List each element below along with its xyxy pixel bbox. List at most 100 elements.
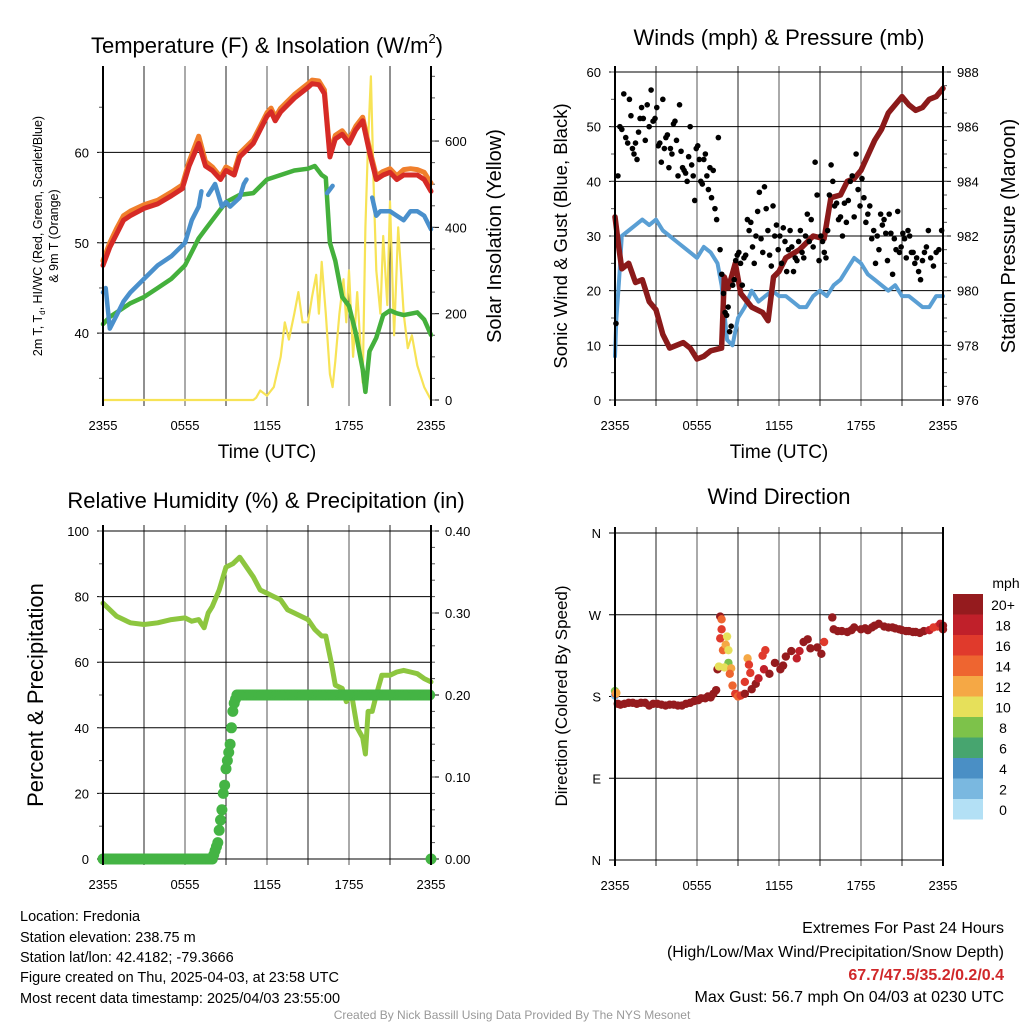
gust-point (812, 159, 818, 165)
2m-t-line (100, 81, 434, 268)
colorbar-label: 2 (999, 782, 1007, 798)
y-left-tick-label: 60 (587, 65, 601, 80)
precipitation-point (224, 738, 236, 750)
colorbar-label: 4 (999, 761, 1007, 777)
y-left-tick-label: 20 (587, 284, 601, 299)
wind-direction-chart-title: Wind Direction (707, 484, 850, 509)
x-tick-label: 1755 (847, 878, 876, 893)
gust-point (640, 115, 647, 122)
y-right-tick-label: 0.30 (445, 606, 470, 621)
gust-point (718, 271, 725, 278)
gust-point (635, 129, 642, 135)
gust-point (653, 104, 660, 111)
wind-direction-point (803, 635, 812, 644)
humidity-y-axis-label: Percent & Precipitation (23, 583, 48, 807)
wind-direction-point (778, 661, 788, 670)
gust-point (661, 145, 668, 152)
gust-point (851, 214, 857, 220)
gust-point (794, 257, 800, 264)
gust-point (837, 214, 844, 220)
x-tick-label: 0555 (683, 878, 712, 893)
colorbar-label: 0 (999, 802, 1007, 818)
gust-point (787, 227, 793, 234)
gust-point (684, 178, 690, 185)
wind-direction-point (813, 643, 822, 652)
gust-point (642, 137, 649, 144)
colorbar-label: 8 (999, 720, 1007, 736)
precipitation-point (216, 804, 228, 816)
precipitation-point (219, 779, 231, 791)
gust-point (638, 104, 645, 111)
gust-point (882, 230, 889, 237)
dewpoint-td-line (100, 163, 434, 395)
x-tick-label: 0555 (683, 418, 712, 433)
x-tick-label: 1155 (253, 877, 281, 892)
y-right-tick-label: 0.40 (445, 524, 470, 539)
gust-point (771, 233, 778, 239)
temperature-x-axis-label: Time (UTC) (218, 442, 317, 463)
gust-point (652, 115, 658, 122)
x-tick-label: 2355 (929, 418, 958, 433)
y-left-tick-label: 0 (594, 393, 601, 408)
y-right-tick-label: 600 (445, 134, 467, 149)
temperature-grid (97, 66, 431, 406)
colorbar-label: 10 (995, 700, 1011, 716)
colorbar-label: 12 (995, 679, 1011, 695)
direction-y-axis-label: Direction (Colored By Speed) (552, 585, 571, 806)
gust-point (884, 257, 891, 264)
gust-point (925, 227, 932, 234)
y-left-tick-label: 20 (75, 786, 89, 801)
gust-point (765, 227, 771, 234)
gust-point (814, 192, 820, 198)
winds-grid (609, 66, 943, 406)
wind-direction-point (746, 668, 755, 678)
wind-direction-point (744, 660, 754, 669)
gust-point (710, 167, 717, 174)
gust-point (746, 227, 752, 234)
wind-direction-point (761, 645, 770, 655)
colorbar-swatch (953, 737, 983, 758)
gust-point (821, 249, 828, 256)
gust-point (903, 255, 910, 261)
gust-point (923, 244, 930, 250)
gust-point (773, 222, 780, 228)
gust-point (736, 249, 742, 256)
gust-point (863, 219, 869, 226)
extremes-values: 67.7/47.5/35.2/0.2/0.4 (848, 967, 1004, 984)
gust-point (708, 194, 715, 201)
gust-point (865, 211, 871, 217)
y-left-tick-label: S (592, 690, 601, 705)
x-tick-label: 1755 (335, 418, 364, 433)
credit-text: Created By Nick Bassill Using Data Provi… (334, 1008, 691, 1022)
gust-point (644, 102, 651, 108)
wind-direction-point (787, 646, 796, 656)
extremes-legend: (High/Low/Max Wind/Precipitation/Snow De… (667, 944, 1004, 961)
gust-point (830, 178, 836, 185)
gust-point (731, 276, 738, 283)
gust-point (737, 260, 744, 267)
gust-point (723, 312, 730, 319)
gust-point (673, 137, 680, 144)
wind-direction-point (612, 688, 621, 698)
colorbar-label: 20+ (991, 597, 1015, 613)
gust-point (859, 175, 865, 182)
colorbar-label: 18 (995, 618, 1011, 634)
gust-point (800, 255, 807, 261)
wind-direction-point (828, 613, 837, 622)
colorbar-swatch (953, 696, 983, 717)
gust-point (930, 263, 937, 269)
gust-point (901, 235, 908, 242)
temperature-y-axis-label: 2m T, Td, HI/WC (Red, Green, Scarlet/Blu… (31, 116, 47, 356)
gust-point (699, 181, 706, 187)
gust-point (797, 227, 804, 234)
gust-point (868, 235, 875, 242)
gust-point (917, 276, 924, 283)
gust-point (912, 260, 918, 267)
gust-point (690, 173, 697, 179)
wind-speed-colorbar: 20+ 18 16 14 12 10 8 6 4 2 0 (953, 594, 1015, 820)
colorbar-swatch (953, 717, 983, 738)
gust-point (936, 246, 942, 253)
gust-point (720, 290, 727, 297)
